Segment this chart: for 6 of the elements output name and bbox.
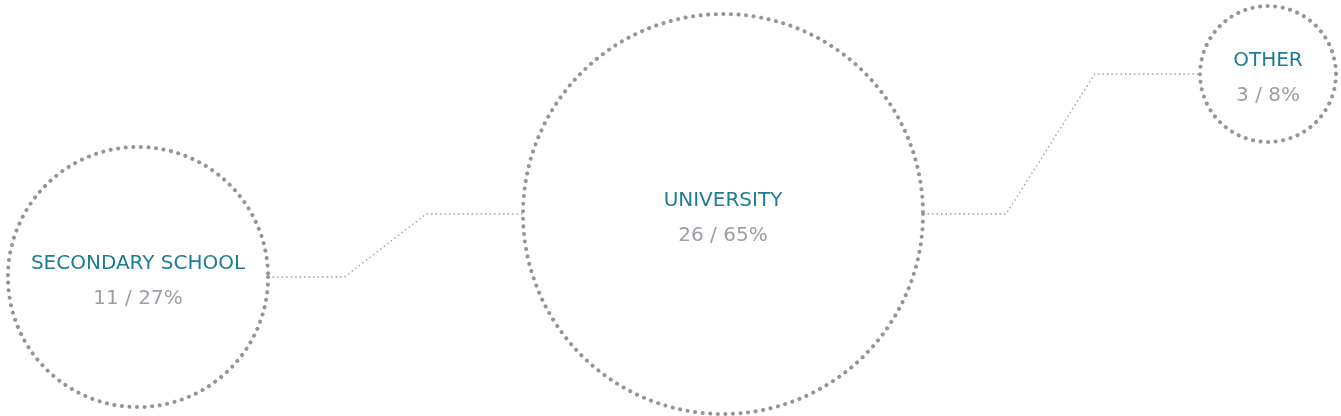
data-label: 26 / 65% [678,222,768,246]
data-label: 11 / 27% [93,285,183,309]
category-label: UNIVERSITY [663,187,784,211]
data-label: 3 / 8% [1236,82,1300,106]
category-label: SECONDARY SCHOOL [30,250,246,274]
category-label: OTHER [1233,47,1303,71]
